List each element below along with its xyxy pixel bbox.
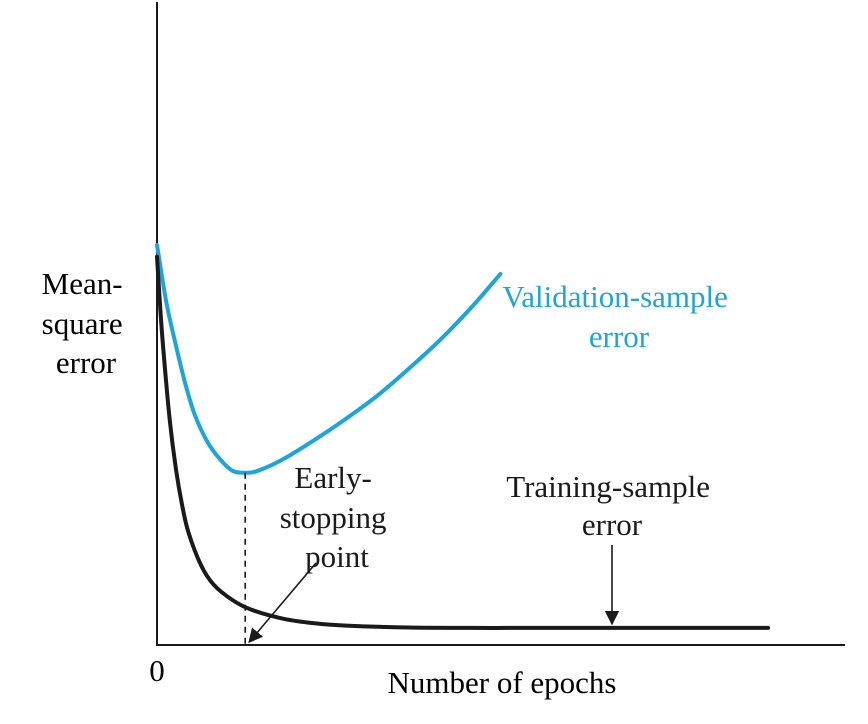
validation-error-curve xyxy=(155,243,503,475)
y-axis-label: Mean- square error xyxy=(42,266,131,380)
training-series-label-line-1: Training-sample xyxy=(506,469,710,504)
early-stopping-label-line-2: stopping xyxy=(280,500,387,535)
x-axis-label: Number of epochs xyxy=(388,665,617,700)
y-axis-label-line-3: error xyxy=(56,345,117,380)
training-error-curve xyxy=(155,254,771,630)
early-stopping-label-line-3: point xyxy=(305,539,369,574)
validation-series-label: Validation-sample error xyxy=(502,279,735,354)
early-stopping-label: Early- stopping point xyxy=(280,460,395,574)
y-axis-label-line-1: Mean- xyxy=(42,266,123,301)
early-stopping-label-line-1: Early- xyxy=(294,460,371,495)
early-stopping-arrow xyxy=(248,562,317,644)
training-series-label: Training-sample error xyxy=(506,469,718,542)
x-tick-label-0: 0 xyxy=(149,653,165,688)
validation-series-label-line-2: error xyxy=(589,319,650,354)
training-series-label-line-2: error xyxy=(582,507,643,542)
validation-series-label-line-1: Validation-sample xyxy=(502,279,728,314)
y-axis-label-line-2: square xyxy=(42,306,123,341)
